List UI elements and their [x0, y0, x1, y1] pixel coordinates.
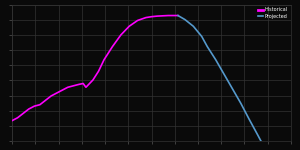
- Legend: Historical, Projected: Historical, Projected: [257, 7, 289, 19]
